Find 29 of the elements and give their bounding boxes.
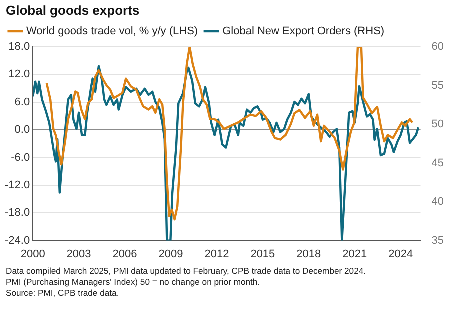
legend-label: World goods trade vol, % y/y (LHS) [26,26,198,38]
x-tick-label: 2018 [296,248,322,260]
x-tick-label: 2000 [20,248,46,260]
x-tick-label: 2006 [112,248,138,260]
legend-label: Global New Export Orders (RHS) [222,26,385,38]
x-tick-label: 2012 [204,248,230,260]
text: Data compiled March 2025, PMI data updated to February, CPB trade data to December 2024. [6,266,368,277]
y-tick-label: -12.0 [4,179,30,192]
y-tick-label: 12.0 [8,68,30,81]
source-note: Source: PMI, CPB trade data. [6,288,120,299]
y2-tick-label: 55 [432,80,444,92]
y-tick-label: 6.0 [14,96,30,108]
x-tick-label: 2015 [250,248,276,260]
y2-tick-label: 40 [432,196,444,208]
y-tick-label: -6.0 [11,152,30,164]
y-tick-label: 18.0 [8,41,30,54]
text: PMI (Purchasing Managers' Index) 50 = no change on prior month. [6,277,262,288]
y-tick-label: -18.0 [4,207,30,220]
y2-tick-label: 35 [432,234,444,247]
x-tick-label: 2003 [66,248,92,260]
y2-tick-label: 50 [432,118,444,131]
y-tick-label: 0.0 [14,124,30,136]
x-tick-label: 2024 [388,248,414,260]
y2-tick-label: 45 [432,157,444,170]
y-tick-label: -24.0 [4,234,30,247]
chart-title: Global goods exports [5,2,141,18]
x-tick-label: 2009 [158,248,184,260]
y2-tick-label: 60 [432,41,444,54]
x-tick-label: 2021 [342,248,368,260]
